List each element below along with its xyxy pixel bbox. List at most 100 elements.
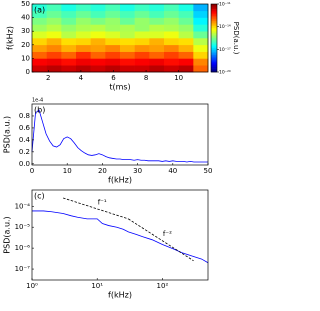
colorbar-step [211,12,217,15]
panel-label: (b) [34,106,45,115]
y-tick-label: 40 [21,14,30,22]
y-tick-label: 0.6 [19,124,31,132]
heat-cell [32,4,47,12]
colorbar-step [211,26,217,29]
heat-cell [32,17,47,25]
y-tick-label: 0 [26,68,30,76]
x-tick-label: 10¹ [91,282,103,290]
heat-cell [90,58,106,66]
y-tick-label: 0.4 [19,136,31,144]
line-annotation: f⁻² [163,230,172,238]
colorbar-step [211,14,217,17]
heat-cell [32,58,47,66]
x-axis-label: f(kHz) [108,291,132,300]
heat-cell [178,10,194,18]
heat-cell [149,38,165,46]
heat-cell [149,17,165,25]
x-tick-label: 4 [79,74,84,82]
heat-cell [61,31,77,39]
colorbar-step [211,55,217,57]
colorbar-step [211,58,217,61]
heat-cell [61,24,77,32]
heat-cell [178,44,194,52]
heat-cell [46,4,62,12]
heat-cell [61,44,77,52]
heat-cell [134,17,150,25]
heat-cell [76,4,91,12]
colorbar-step [211,63,217,66]
heat-cell [120,31,135,39]
heat-cell [134,4,150,12]
plot-frame [31,189,209,281]
heat-cell [32,44,47,52]
colorbar-step [211,53,217,56]
y-tick-label: 10⁻⁷ [15,265,31,273]
heat-cell [105,65,121,73]
series-line [62,197,129,220]
y-tick-label: 0.2 [19,148,30,156]
y-tick-label: 10⁻⁴ [15,202,31,210]
heat-cell [76,44,91,52]
heat-cell [90,38,106,46]
heat-cell [90,51,106,59]
heat-cell [90,10,106,18]
y-tick-label: 30 [21,27,30,35]
heat-cell [149,24,165,32]
colorbar-step [211,32,217,35]
heat-cell [61,4,77,12]
heat-cell [193,65,209,73]
heat-cell [61,17,77,25]
heat-cell [105,24,121,32]
y-axis-label: PSD(a.u.) [3,216,12,253]
heat-cell [61,51,77,59]
colorbar-step [211,27,217,30]
colorbar-step [211,44,217,47]
heat-cell [76,51,91,59]
heat-cell [178,65,194,73]
heat-cell [46,10,62,18]
colorbar-step [211,65,217,68]
figure: 10⁻¹¹ 10⁻¹⁴ 10⁻¹⁷ 10⁻²⁰ PSD(a.u.) 2 4 6 8 10 0 10 20… [3,0,241,300]
y-tick-label: 20 [21,41,30,49]
heat-cell [46,65,62,73]
heat-cell [90,31,106,39]
heat-cell [164,65,179,73]
heat-cell [134,51,150,59]
colorbar-step [211,10,217,13]
x-tick-label: 10² [157,282,169,290]
heat-cell [61,10,77,18]
y-tick-label: 10 [21,54,30,62]
heat-cell [32,38,47,46]
heat-cell [120,24,135,32]
colorbar-tick-label: 10⁻¹⁷ [219,47,231,53]
x-axis-label: t(ms) [109,83,130,92]
heat-cell [76,58,91,66]
heat-cell [164,38,179,46]
heat-cell [105,4,121,12]
heat-cell [178,17,194,25]
heat-cell [120,58,135,66]
heat-cell [164,24,179,32]
heat-cell [193,10,209,18]
heat-cell [76,17,91,25]
heat-cell [105,58,121,66]
y-tick-label: 10⁻⁶ [15,244,31,252]
y-tick-label: 0.0 [19,160,30,168]
heat-cell [149,4,165,12]
x-tick-label: 10⁰ [26,282,38,290]
colorbar-step [211,15,217,18]
line-annotation: f⁻¹ [98,198,107,206]
heat-cell [61,38,77,46]
heat-cell [105,51,121,59]
heat-cell [193,17,209,25]
heat-cell [90,65,106,73]
y-tick-label: 0.8 [19,112,30,120]
heat-cell [105,38,121,46]
heat-cell [120,65,135,73]
heat-cell [120,17,135,25]
y-tick-label: 10⁻⁵ [15,223,31,231]
heat-cell [32,65,47,73]
heat-cell [32,31,47,39]
heat-cell [178,31,194,39]
heat-cell [32,24,47,32]
